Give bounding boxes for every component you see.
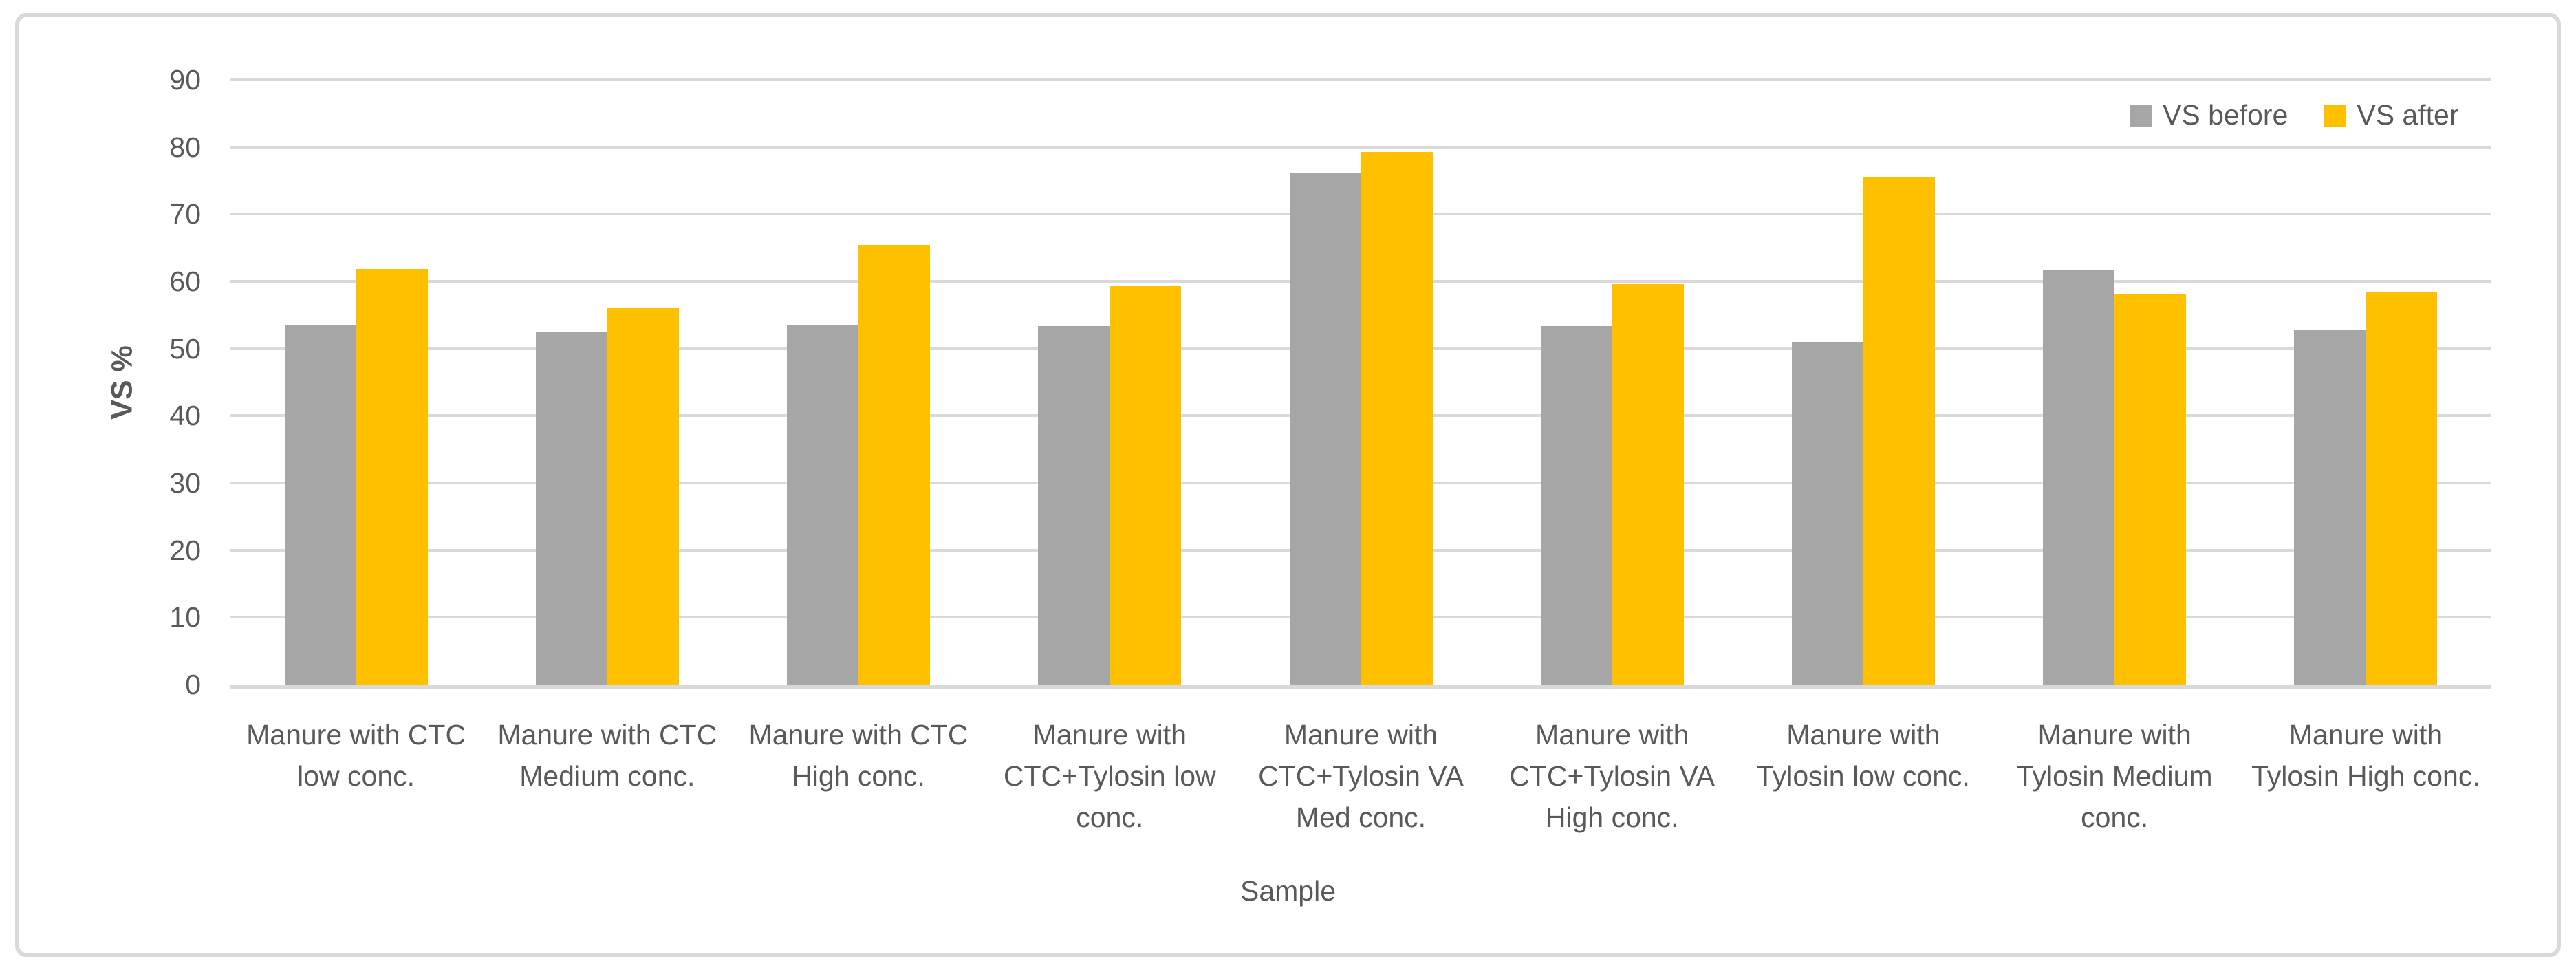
x-axis-title: Sample (1240, 875, 1336, 907)
bar-vs-before (2294, 330, 2366, 685)
y-axis-tick-label: 0 (185, 669, 201, 700)
bar-vs-after (607, 308, 679, 685)
bar-vs-before (1791, 341, 1863, 685)
category-label-line: CTC+Tylosin low (1003, 760, 1216, 792)
bar-vs-before (535, 332, 607, 685)
y-axis-tick-label: 10 (169, 601, 201, 634)
category-label-line: Manure with (1535, 719, 1689, 751)
y-axis-tick-label: 20 (169, 534, 201, 566)
bar-vs-after (1361, 152, 1433, 685)
y-axis-tick-label: 50 (169, 332, 201, 365)
bar-vs-before (1540, 326, 1612, 685)
legend-swatch-icon (2324, 104, 2346, 127)
category-label-line: Tylosin low conc. (1756, 760, 1970, 792)
bar-vs-before (1289, 173, 1361, 685)
bar-vs-after (1612, 283, 1684, 685)
bar-vs-after (356, 269, 428, 685)
figure-border (15, 13, 2561, 957)
legend-label: VS before (2163, 99, 2288, 131)
category-label: Manure with Tylosin low conc. (1698, 714, 2028, 797)
category-label-line: High conc. (1545, 801, 1679, 833)
bar-vs-before (2043, 270, 2115, 685)
category-label-line: CTC+Tylosin VA (1509, 760, 1715, 792)
x-axis-line (230, 685, 2491, 689)
bar-vs-after (2366, 292, 2438, 685)
bar-vs-before (284, 325, 356, 685)
category-label-line: Tylosin High conc. (2251, 760, 2480, 792)
bar-vs-after (858, 245, 931, 685)
category-label-line: low conc. (297, 760, 415, 792)
bar-vs-after (1863, 176, 1935, 685)
category-label: Manure with CTC+Tylosin VA Med conc. (1196, 714, 1526, 838)
legend-item-vs-after: VS after (2324, 99, 2458, 131)
category-label-line: Med conc. (1295, 801, 1427, 833)
gridline-y90 (230, 78, 2491, 81)
category-label-line: High conc. (792, 760, 925, 792)
category-label-line: Tylosin Medium (2016, 760, 2213, 792)
bar-vs-before (787, 325, 859, 685)
y-axis-tick-label: 30 (169, 467, 201, 499)
legend-item-vs-before: VS before (2130, 99, 2288, 131)
y-axis-tick-label: 80 (169, 131, 201, 163)
y-axis-tick-label: 60 (169, 266, 201, 297)
category-label-line: Manure with CTC (497, 719, 717, 751)
category-label-line: Manure with (1032, 719, 1187, 751)
legend: VS before VS after (2130, 99, 2458, 131)
category-label-line: Manure with (2037, 719, 2191, 751)
category-label: Manure with CTC Medium conc. (442, 714, 772, 797)
category-label-line: CTC+Tylosin VA (1258, 760, 1464, 792)
category-label-line: Manure with CTC (246, 719, 466, 751)
bar-vs-after (2114, 293, 2187, 685)
category-label-line: Manure with (1786, 719, 1940, 751)
legend-label: VS after (2357, 99, 2459, 131)
category-label-line: conc. (2081, 801, 2149, 833)
category-label-line: Manure with (1284, 719, 1438, 751)
y-axis-tick-label: 90 (169, 64, 201, 96)
category-label: Manure with CTC High conc. (693, 714, 1024, 797)
category-label: Manure with CTC+Tylosin VA High conc. (1447, 714, 1777, 838)
category-label-line: Manure with CTC (748, 719, 968, 751)
category-label: Manure with Tylosin Medium conc. (1949, 714, 2280, 838)
bar-vs-before (1038, 326, 1110, 685)
y-axis-tick-label: 70 (169, 198, 201, 230)
category-label: Manure with Tylosin High conc. (2200, 714, 2531, 797)
legend-swatch-icon (2130, 104, 2152, 127)
bar-vs-after (1110, 285, 1182, 685)
category-label-line: Medium conc. (519, 760, 695, 792)
y-axis-tick-label: 40 (169, 400, 201, 432)
category-label: Manure with CTC+Tylosin low conc. (944, 714, 1275, 838)
gridline-y80 (230, 145, 2491, 149)
category-label-line: conc. (1076, 801, 1144, 833)
category-label: Manure with CTC low conc. (191, 714, 521, 797)
category-label-line: Manure with (2288, 719, 2443, 751)
